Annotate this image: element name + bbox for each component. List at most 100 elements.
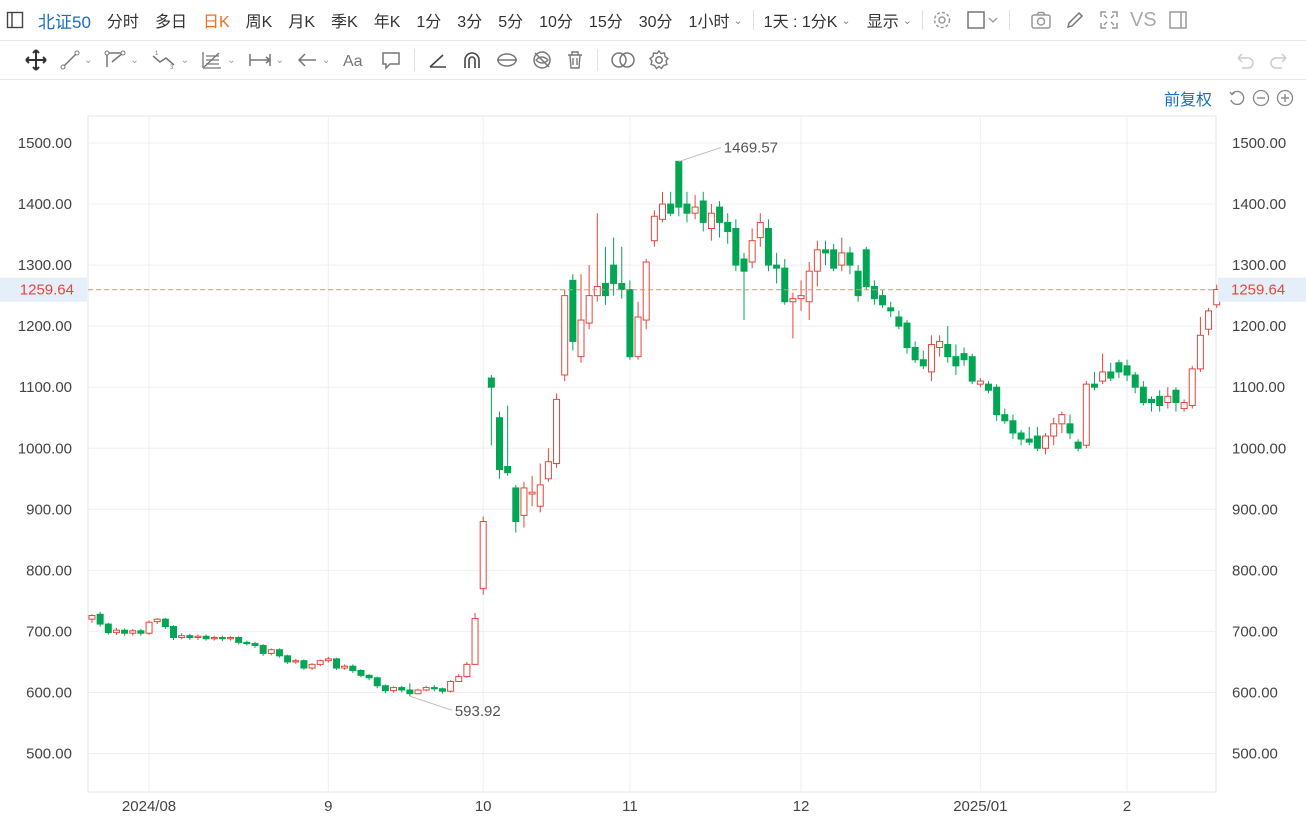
candles [88, 160, 1221, 697]
redo-icon [1270, 53, 1287, 69]
gear-icon [649, 49, 670, 70]
candle-body [870, 285, 878, 300]
candle-body [553, 398, 561, 465]
move-tool[interactable] [18, 41, 54, 79]
candle-body [447, 680, 455, 692]
hide-drawings-tool[interactable] [525, 41, 559, 79]
note-tool[interactable] [374, 41, 408, 79]
fib-tool[interactable]: ⌄ [195, 41, 241, 79]
delete-tool[interactable] [559, 41, 591, 79]
reset-icon[interactable] [1228, 89, 1246, 107]
pencil-icon[interactable] [1064, 9, 1086, 31]
candle-body [952, 356, 960, 367]
measure-tool[interactable]: ⌄ [242, 41, 290, 79]
period-tab[interactable]: 3分 [457, 14, 483, 31]
candle-body [1123, 365, 1131, 376]
text-tool[interactable]: Aa [336, 41, 374, 79]
candle-body [512, 487, 520, 523]
magnet-tool[interactable] [455, 41, 489, 79]
x-tick-label: 12 [793, 798, 810, 815]
period-tab[interactable]: 5分 [498, 14, 524, 31]
candle-body [259, 644, 267, 654]
period-tab[interactable]: 10分 [539, 14, 573, 31]
channel-icon [104, 50, 126, 67]
y-tick-label-left: 1500.00 [18, 135, 72, 152]
y-tick-label-left: 900.00 [26, 501, 72, 518]
camera-icon[interactable] [1030, 9, 1052, 31]
period-tab[interactable]: 分时 [106, 14, 139, 31]
redo-button[interactable] [1262, 41, 1296, 79]
chevron-down-icon: ⌄ [275, 54, 284, 66]
period-tab[interactable]: 日K [202, 14, 230, 31]
candle-body [610, 264, 618, 284]
candle-body [333, 658, 340, 669]
symbol-name[interactable]: 北证50 [38, 12, 91, 32]
candle-body [1009, 420, 1017, 434]
square-style-icon[interactable] [965, 9, 1001, 31]
candle-body [202, 635, 210, 640]
candle-body [463, 663, 471, 678]
period-tab[interactable]: 月K [288, 14, 316, 31]
candle-body [830, 249, 838, 269]
fullscreen-icon[interactable] [1098, 9, 1120, 31]
day-minute-dropdown[interactable]: 1天 : 1分K ⌄ [763, 14, 851, 31]
y-tick-label-left: 1300.00 [18, 257, 72, 274]
period-tabs: 分时 多日 日K 周K 月K 季K 年K 1分 3分 5分 10分 15分 30分 [99, 0, 681, 40]
period-tab[interactable]: 年K [373, 14, 401, 31]
line-tool[interactable]: ⌄ [54, 41, 98, 79]
y-tick-label-right: 1300.00 [1232, 257, 1286, 274]
zoom-in-icon[interactable] [1276, 89, 1294, 107]
compare-tool[interactable] [604, 41, 642, 79]
candle-body [430, 687, 438, 690]
drawing-settings-tool[interactable] [642, 41, 676, 79]
period-tab[interactable]: 季K [331, 14, 358, 31]
period-tab[interactable]: 15分 [588, 14, 623, 31]
candle-body [887, 307, 895, 312]
settings-gear-icon[interactable] [931, 9, 953, 31]
candle-body [993, 386, 1001, 416]
divider [921, 10, 923, 30]
period-tab[interactable]: 多日 [154, 14, 187, 31]
hour-dropdown[interactable]: 1小时 ⌄ [688, 14, 743, 31]
chevron-down-icon: ⌄ [227, 54, 236, 66]
svg-text:Aa: Aa [343, 53, 363, 70]
x-tick-label: 2025/01 [953, 798, 1007, 815]
candle-body [316, 660, 324, 665]
candle-body [218, 637, 226, 640]
period-tab[interactable]: 周K [245, 14, 273, 31]
candle-body [1042, 435, 1050, 449]
candle-body [634, 316, 642, 358]
display-dropdown[interactable]: 显示 ⌄ [866, 14, 912, 31]
candle-body [985, 383, 992, 391]
candle-body [88, 615, 96, 620]
candle-body [1148, 398, 1155, 403]
channel-tool[interactable]: ⌄ [98, 41, 144, 79]
candle-body [357, 669, 365, 676]
candle-body [813, 249, 821, 272]
candle-body [1107, 371, 1115, 379]
candle-body [659, 203, 666, 220]
candle-body [1172, 389, 1180, 403]
candle-body [626, 289, 634, 358]
candle-body [96, 613, 104, 625]
sidebar-toggle-icon[interactable] [4, 9, 26, 31]
eye-off-icon [533, 51, 552, 69]
angle-tool[interactable] [421, 41, 455, 79]
arrow-tool[interactable]: ⌄ [290, 41, 336, 79]
undo-button[interactable] [1228, 41, 1262, 79]
candle-body [381, 685, 389, 692]
lock-tool[interactable] [489, 41, 525, 79]
zoom-out-icon[interactable] [1252, 89, 1270, 107]
vs-compare-button[interactable]: VS [1129, 8, 1157, 31]
panel-toggle-icon[interactable] [1167, 9, 1189, 31]
text-icon: Aa [343, 53, 363, 70]
divider [752, 10, 754, 30]
period-tab[interactable]: 30分 [638, 14, 673, 31]
candle-body [944, 343, 952, 358]
candle-body [936, 340, 944, 349]
period-tab[interactable]: 1分 [416, 14, 442, 31]
chevron-down-icon: ⌄ [841, 14, 851, 27]
adjust-mode-button[interactable]: 前复权 [1163, 92, 1212, 109]
